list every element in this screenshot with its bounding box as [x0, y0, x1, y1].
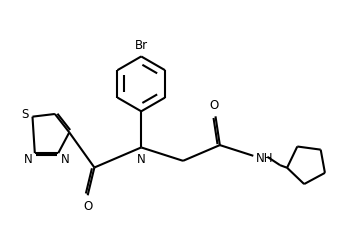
Text: NH: NH	[256, 152, 273, 165]
Text: O: O	[209, 99, 218, 112]
Text: Br: Br	[135, 39, 148, 52]
Text: S: S	[21, 109, 28, 121]
Text: N: N	[137, 153, 146, 166]
Text: N: N	[24, 153, 33, 166]
Text: N: N	[61, 153, 69, 166]
Text: O: O	[83, 200, 92, 213]
